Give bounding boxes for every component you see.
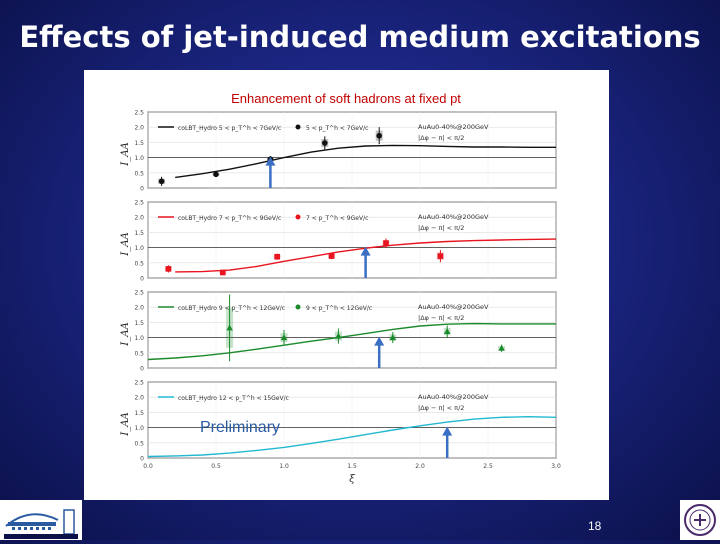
x-tick-label: 0.5	[211, 463, 221, 470]
data-point	[444, 328, 451, 335]
y-tick-label: 1.5	[134, 140, 144, 147]
legend-data-marker	[295, 124, 301, 130]
y-tick-label: 1.5	[134, 320, 144, 327]
y-tick-label: 0.5	[134, 170, 144, 177]
y-tick-label: 0	[140, 186, 144, 193]
x-tick-label: 2.5	[483, 463, 493, 470]
y-tick-label: 2.5	[134, 380, 144, 387]
x-tick-label: 3.0	[551, 463, 561, 470]
highlight-arrow-head	[265, 156, 276, 166]
y-tick-label: 0	[140, 456, 144, 463]
x-tick-label: 2.0	[415, 463, 425, 470]
chart-svg: Enhancement of soft hadrons at fixed pt 0…	[120, 91, 561, 485]
model-curve	[147, 322, 556, 361]
collision-system-label: AuAu0-40%@200GeV	[418, 393, 489, 401]
y-tick-label: 1.5	[134, 230, 144, 237]
data-point	[437, 253, 444, 259]
x-axis-label: ξ	[349, 474, 355, 485]
data-point	[383, 240, 389, 246]
y-tick-label: 0.5	[134, 350, 144, 357]
legend-model-label: coLBT_Hydro 12 < p_T^h < 15GeV/c	[178, 395, 289, 402]
model-curve	[147, 415, 557, 458]
highlight-arrow-head	[360, 246, 371, 256]
data-point	[274, 253, 280, 260]
data-point	[376, 132, 383, 139]
azimuth-cut-label: |Δφ − π| < π/2	[418, 224, 464, 232]
data-point	[226, 324, 233, 331]
data-point	[158, 178, 165, 185]
y-tick-label: 1.5	[134, 410, 144, 417]
legend-data-label: 5 < p_T^h < 7GeV/c	[306, 125, 368, 132]
page-number: 18	[588, 519, 602, 533]
data-point	[213, 171, 219, 178]
collision-system-label: AuAu0-40%@200GeV	[418, 303, 489, 311]
y-tick-label: 2.0	[134, 395, 144, 402]
collision-system-label: AuAu0-40%@200GeV	[418, 213, 489, 221]
data-point	[335, 332, 342, 339]
y-tick-label: 1.0	[134, 335, 144, 342]
slide-title: Effects of jet-induced medium excitation…	[19, 20, 701, 54]
y-tick-label: 0	[140, 366, 144, 373]
data-point	[389, 334, 396, 341]
y-tick-label: 2.5	[134, 110, 144, 117]
x-tick-label: 0.0	[143, 463, 153, 470]
y-tick-label: 0	[140, 276, 144, 283]
model-curve	[175, 144, 556, 179]
y-tick-label: 0.5	[134, 440, 144, 447]
x-tick-label: 1.5	[347, 463, 357, 470]
azimuth-cut-label: |Δφ − π| < π/2	[418, 134, 464, 142]
y-tick-label: 2.5	[134, 290, 144, 297]
y-axis-label: I_AA	[120, 412, 131, 436]
y-tick-label: 0.5	[134, 260, 144, 267]
azimuth-cut-label: |Δφ − π| < π/2	[418, 404, 464, 412]
university-seal-logo	[680, 500, 720, 540]
data-point	[322, 140, 328, 146]
legend-data-marker	[295, 214, 301, 220]
y-tick-label: 1.0	[134, 425, 144, 432]
chart-figure: Enhancement of soft hadrons at fixed pt 0…	[84, 70, 609, 500]
preliminary-annotation: Preliminary	[200, 419, 280, 436]
highlight-arrow-head	[442, 426, 453, 436]
berkeley-lab-logo	[0, 500, 82, 540]
azimuth-cut-label: |Δφ − π| < π/2	[418, 314, 464, 322]
legend-data-label: 9 < p_T^h < 12GeV/c	[306, 305, 372, 312]
y-tick-label: 1.0	[134, 245, 144, 252]
chart-title: Enhancement of soft hadrons at fixed pt	[231, 91, 461, 106]
legend-model-label: coLBT_Hydro 7 < p_T^h < 9GeV/c	[178, 215, 281, 222]
y-tick-label: 2.5	[134, 200, 144, 207]
highlight-arrow-head	[374, 336, 385, 346]
y-axis-label: I_AA	[120, 322, 131, 346]
data-point	[165, 266, 172, 272]
y-tick-label: 2.0	[134, 305, 144, 312]
y-tick-label: 2.0	[134, 215, 144, 222]
y-axis-label: I_AA	[120, 232, 131, 256]
legend-data-marker	[295, 304, 301, 310]
y-tick-label: 2.0	[134, 125, 144, 132]
data-point	[220, 269, 226, 276]
y-axis-label: I_AA	[120, 142, 131, 166]
collision-system-label: AuAu0-40%@200GeV	[418, 123, 489, 131]
legend-model-label: coLBT_Hydro 9 < p_T^h < 12GeV/c	[178, 305, 285, 312]
x-tick-label: 1.0	[279, 463, 289, 470]
data-point	[280, 334, 288, 341]
data-point	[328, 253, 335, 259]
legend-model-label: coLBT_Hydro 5 < p_T^h < 7GeV/c	[178, 125, 281, 132]
data-point	[498, 344, 505, 351]
y-tick-label: 1.0	[134, 155, 144, 162]
legend-data-label: 7 < p_T^h < 9GeV/c	[306, 215, 368, 222]
